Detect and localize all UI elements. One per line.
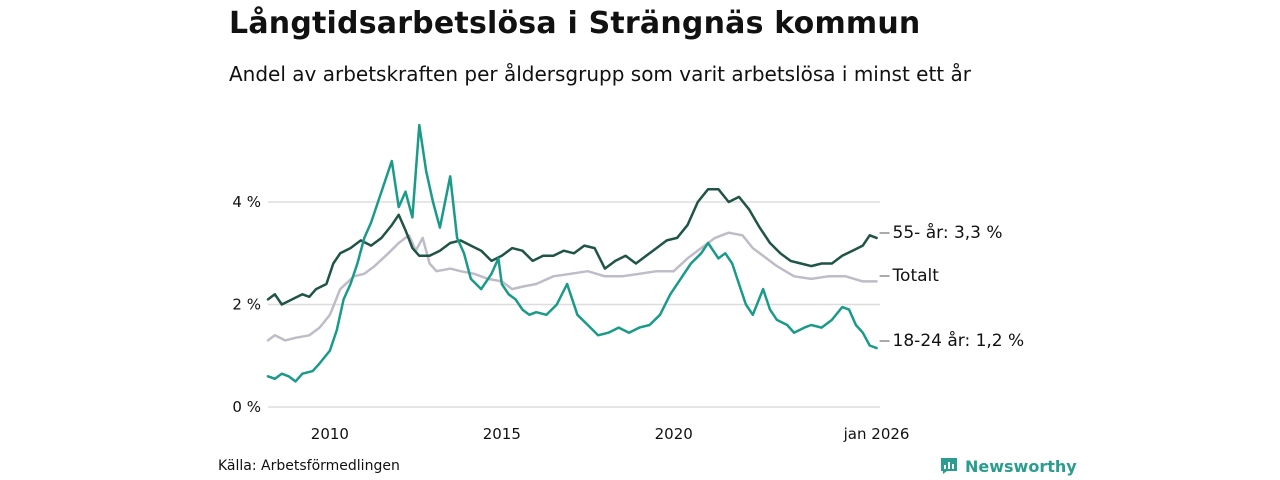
end-label-young: 18-24 år: 1,2 %	[893, 330, 1025, 351]
series-lines	[266, 123, 878, 383]
brand-logo: Newsworthy	[939, 456, 1077, 476]
newsworthy-logo-icon	[941, 458, 957, 474]
chart-title: Långtidsarbetslösa i Strängnäs kommun	[229, 6, 921, 41]
y-tick-label: 2 %	[232, 296, 261, 314]
series-line-young	[266, 123, 878, 383]
x-tick-label: 2020	[655, 425, 693, 443]
end-labels: Totalt 55- år: 3,3 % 18-24 år: 1,2 %	[879, 222, 1025, 351]
end-label-total: Totalt	[892, 266, 940, 286]
x-tick-label: 2015	[483, 425, 521, 443]
x-tick-label: 2010	[311, 425, 349, 443]
series-line-older	[266, 187, 878, 306]
end-label-older: 55- år: 3,3 %	[893, 222, 1003, 243]
y-tick-label: 0 %	[232, 398, 261, 416]
x-tick-label: jan 2026	[843, 425, 910, 443]
chart-subtitle: Andel av arbetskraften per åldersgrupp s…	[229, 62, 971, 86]
brand-name: Newsworthy	[965, 456, 1077, 476]
x-axis-ticks: 2010 2015 2020 jan 2026	[311, 425, 910, 443]
y-axis-ticks: 0 % 2 % 4 %	[232, 193, 261, 416]
source-note: Källa: Arbetsförmedlingen	[218, 458, 400, 474]
y-tick-label: 4 %	[232, 193, 261, 211]
